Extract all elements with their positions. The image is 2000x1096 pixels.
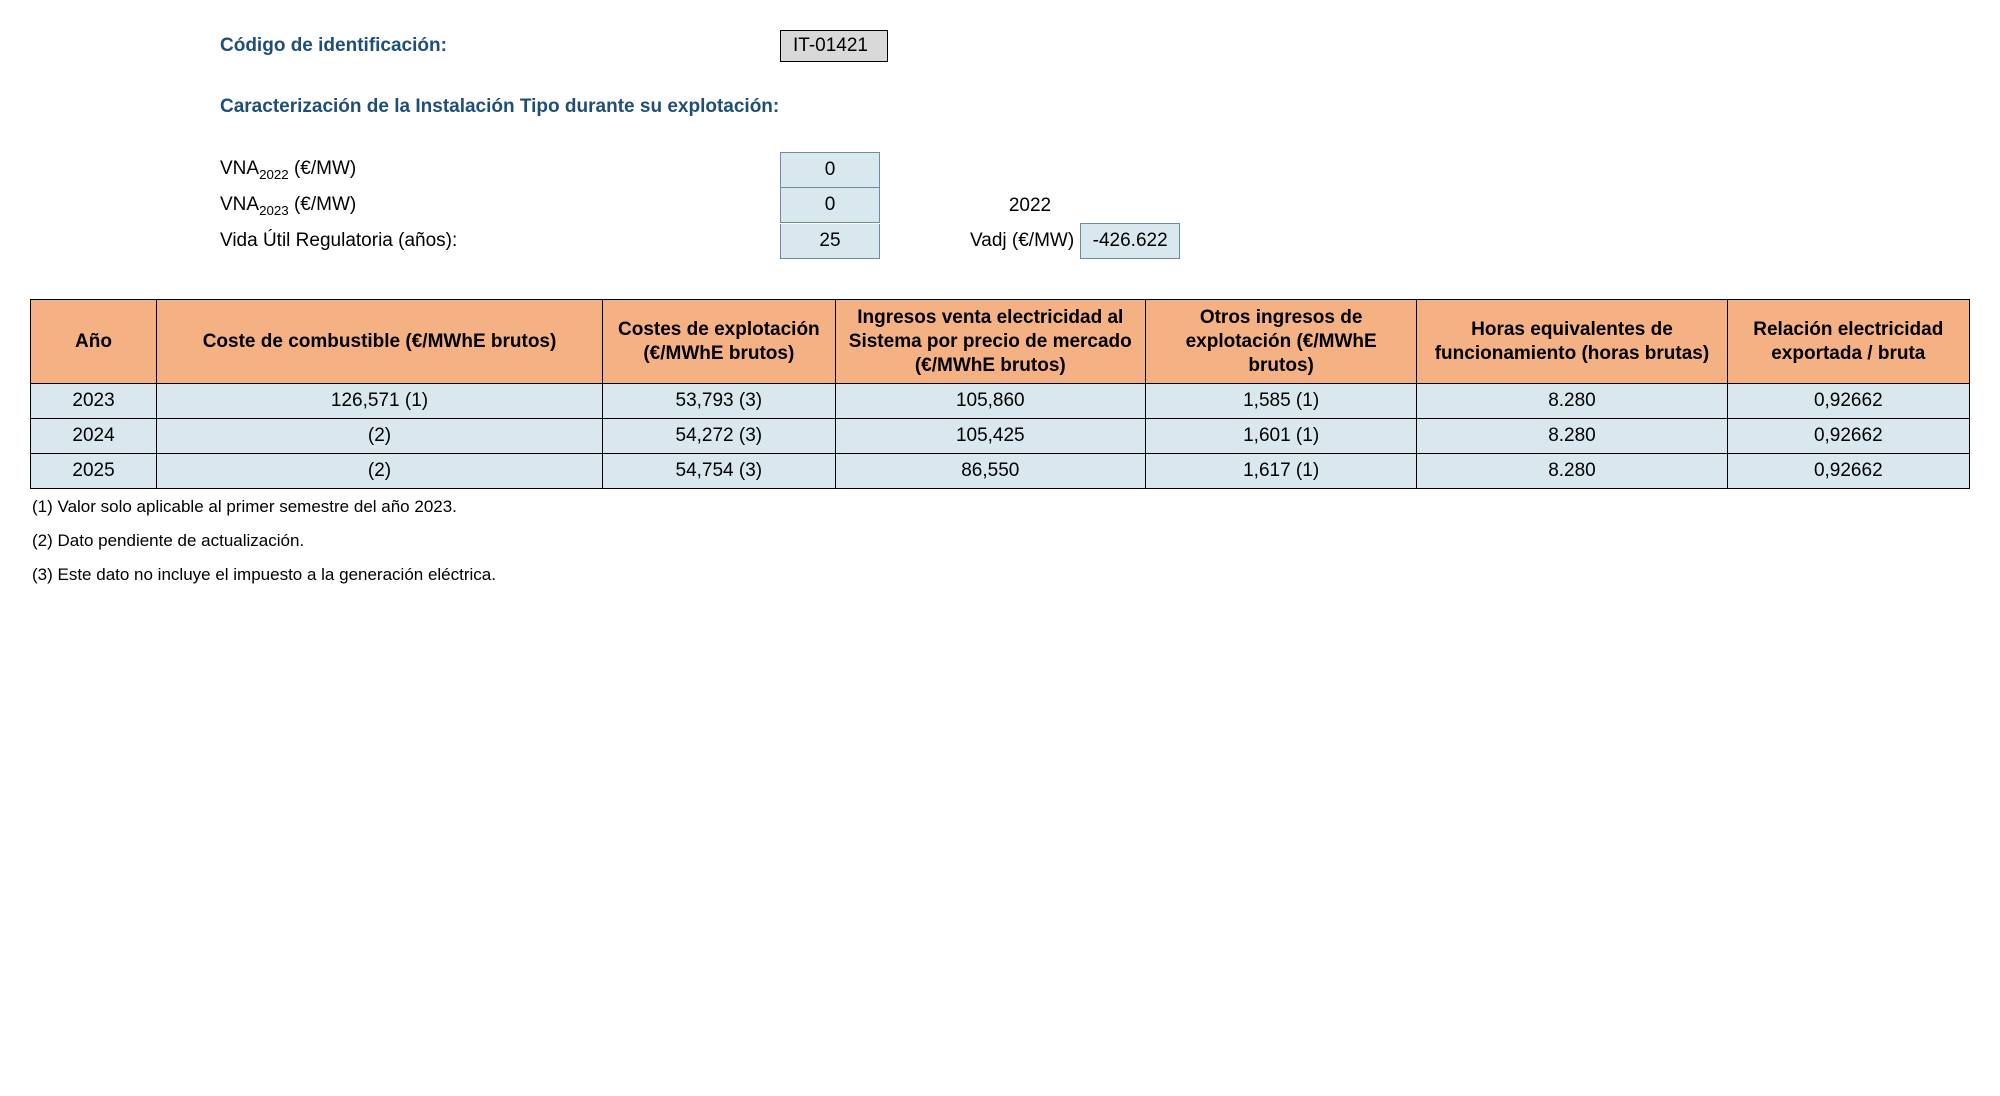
vna2022-label: VNA2022 (€/MW) [220,158,780,182]
table-row: 2024(2)54,272 (3)105,4251,601 (1)8.2800,… [31,419,1970,454]
vna2022-pre: VNA [220,158,259,179]
vna2023-sub: 2023 [259,202,289,217]
vida-value: 25 [780,224,880,259]
table-cell: 8.280 [1417,384,1727,419]
vna2022-value: 0 [780,152,880,188]
table-cell: 1,617 (1) [1145,454,1416,489]
table-cell: 0,92662 [1727,419,1969,454]
table-cell: 0,92662 [1727,384,1969,419]
table-cell: 54,754 (3) [603,454,836,489]
table-cell: 8.280 [1417,454,1727,489]
codigo-value: IT-01421 [780,30,888,62]
footnote-1: (1) Valor solo aplicable al primer semes… [32,497,1970,517]
table-cell: 2024 [31,419,157,454]
table-cell: 54,272 (3) [603,419,836,454]
table-cell: 53,793 (3) [603,384,836,419]
table-cell: 2025 [31,454,157,489]
table-header-cell: Costes de explotación (€/MWhE brutos) [603,300,836,384]
table-cell: 105,860 [835,384,1145,419]
table-cell: 8.280 [1417,419,1727,454]
vna2023-year: 2022 [970,195,1090,217]
values-stack: VNA2022 (€/MW) 0 VNA2023 (€/MW) 0 2022 V… [220,152,1970,259]
vna2023-pre: VNA [220,194,259,215]
vna2022-sub: 2022 [259,167,289,182]
table-cell: (2) [157,419,603,454]
vida-label: Vida Útil Regulatoria (años): [220,230,780,252]
table-cell: 1,601 (1) [1145,419,1416,454]
table-header-cell: Ingresos venta electricidad al Sistema p… [835,300,1145,384]
table-cell: 105,425 [835,419,1145,454]
data-table: AñoCoste de combustible (€/MWhE brutos)C… [30,299,1970,489]
table-cell: 86,550 [835,454,1145,489]
table-header-cell: Año [31,300,157,384]
vadj-label: Vadj (€/MW) [970,230,1074,252]
table-header-cell: Otros ingresos de explotación (€/MWhE br… [1145,300,1416,384]
table-cell: 0,92662 [1727,454,1969,489]
table-row: 2025(2)54,754 (3)86,5501,617 (1)8.2800,9… [31,454,1970,489]
table-header-cell: Horas equivalentes de funcionamiento (ho… [1417,300,1727,384]
footnote-3: (3) Este dato no incluye el impuesto a l… [32,565,1970,585]
vna2023-value: 0 [780,188,880,223]
table-cell: (2) [157,454,603,489]
vadj-value: -426.622 [1080,223,1180,259]
table-cell: 126,571 (1) [157,384,603,419]
table-row: 2023126,571 (1)53,793 (3)105,8601,585 (1… [31,384,1970,419]
vna2023-label: VNA2023 (€/MW) [220,194,780,218]
footnote-2: (2) Dato pendiente de actualización. [32,531,1970,551]
codigo-label: Código de identificación: [220,35,780,57]
table-header-cell: Coste de combustible (€/MWhE brutos) [157,300,603,384]
footnotes: (1) Valor solo aplicable al primer semes… [30,497,1970,585]
table-cell: 1,585 (1) [1145,384,1416,419]
table-header-cell: Relación electricidad exportada / bruta [1727,300,1969,384]
caracterizacion-heading: Caracterización de la Instalación Tipo d… [220,96,779,118]
vna2023-post: (€/MW) [289,194,357,215]
header-section: Código de identificación: IT-01421 Carac… [220,30,1970,259]
table-cell: 2023 [31,384,157,419]
table-header-row: AñoCoste de combustible (€/MWhE brutos)C… [31,300,1970,384]
vna2022-post: (€/MW) [289,158,357,179]
